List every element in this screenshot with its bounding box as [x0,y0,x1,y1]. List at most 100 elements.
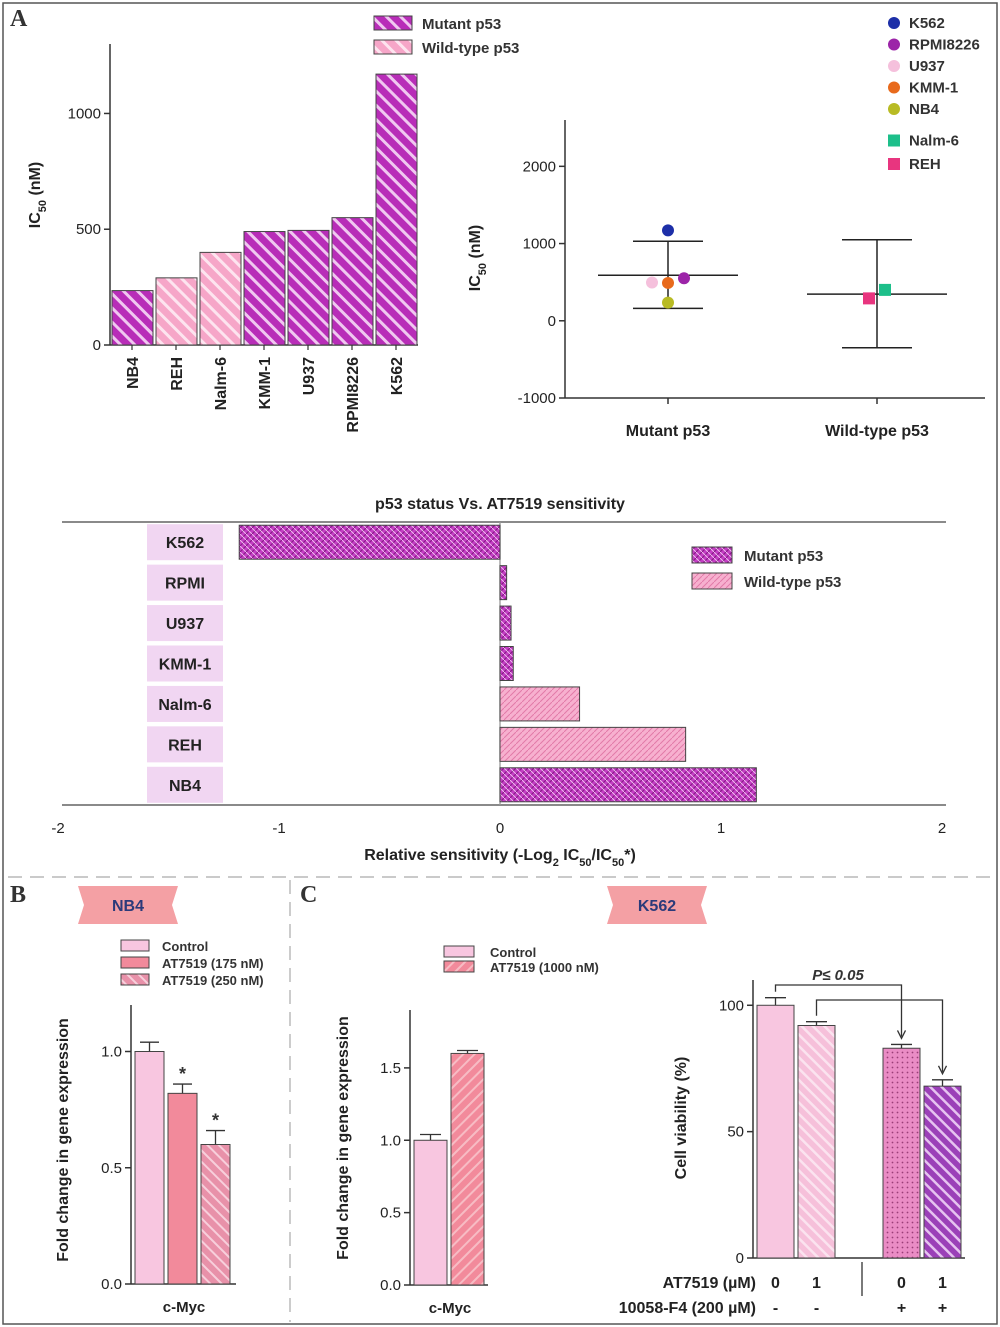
panel-letter-a: A [10,6,28,32]
a2-point [879,283,891,296]
c2-bar [882,1047,921,1259]
b-legend-swatch [120,956,150,969]
b-significance: * [212,1111,219,1131]
c1-legend-swatch [443,960,475,973]
b-bar [200,1144,231,1285]
a2-legend-label: NB4 [909,101,940,118]
a2-y-tick-label: 2000 [523,158,556,175]
a2-legend-label: REH [909,156,941,173]
a1-legend-swatch [373,39,413,55]
a3-bar [499,726,687,762]
b-legend-swatch [120,939,150,952]
panel-letter-b: B [10,882,26,908]
b-y-tick-label: 0.0 [101,1276,122,1293]
c2-y-tick-label: 100 [719,997,744,1014]
a3-category-box [147,766,223,803]
a1-bar [199,251,242,346]
a3-category-box [147,726,223,763]
a3-category-label: NB4 [169,778,201,795]
a2-legend-label: U937 [909,58,945,75]
c2-row2-value: + [897,1300,906,1317]
a3-category-label: RPMI [165,576,205,593]
a2-point [662,296,674,309]
a2-legend-marker [888,38,900,51]
a3-bar [499,686,581,722]
c1-bar [450,1052,485,1286]
a2-point [662,224,674,237]
a1-y-tick-label: 1000 [68,105,101,122]
a3-category-box [147,645,223,682]
c2-row1-value: 0 [897,1275,906,1292]
a3-legend-swatch [691,546,733,564]
b-badge-label: NB4 [112,898,144,915]
c1-bar [413,1139,448,1286]
a3-category-label: Nalm-6 [158,697,211,714]
a1-y-tick-label: 500 [76,221,101,238]
a2-y-tick-label: -1000 [518,390,556,407]
c2-y-axis-label: Cell viability (%) [673,1057,690,1180]
a2-legend-marker [888,134,900,147]
c2-row1-value: 0 [771,1275,780,1292]
a1-bar [243,231,286,346]
a2-legend-marker [888,81,900,94]
c2-bracket-2 [815,999,944,1072]
a2-legend-marker [888,17,900,29]
a3-legend-label: Wild-type p53 [744,574,841,591]
a1-legend-label: Wild-type p53 [422,40,519,57]
a3-x-tick-label: 0 [496,820,504,837]
a2-point [863,292,875,305]
c2-row2-value: - [814,1300,819,1317]
a2-x-tick-label: Mutant p53 [626,423,711,440]
chart-c1-bar: K562 0.0 0.5 1.0 1.5 Fold change in gene expr… [335,886,707,1317]
b-bar [134,1051,165,1285]
a1-y-tick-label: 0 [93,337,101,354]
b-legend-label: AT7519 (175 nM) [162,956,264,971]
a1-bar [111,290,154,346]
a3-category-label: REH [168,737,202,754]
c1-x-tick-label: c-Myc [429,1300,472,1317]
a1-x-tick-label: RPMI8226 [345,357,362,433]
c1-legend-swatch [443,945,475,958]
c-badge-label: K562 [638,898,676,915]
a1-bar [331,217,374,346]
a3-bar [499,646,514,681]
a3-category-box [147,564,223,601]
c2-annotation: P≤ 0.05 [812,967,864,984]
a3-bar [499,767,757,803]
c1-y-tick-label: 1.0 [380,1132,401,1149]
a1-bar [155,277,198,346]
a2-legend-marker [888,60,900,72]
chart-b-bar: NB4 0.0 0.5 1.0 Fold change in gene expressi… [55,886,264,1316]
a2-y-axis-label: IC50 (nM) [467,225,489,291]
a2-point [662,276,674,289]
c2-arrow-2 [937,1065,948,1076]
a2-legend-label: RPMI8226 [909,37,980,54]
b-badge-shape [78,886,178,924]
c2-row2-label: 10058-F4 (200 µM) [619,1300,756,1317]
panel-letter-c: C [300,882,317,908]
a3-category-box [147,524,223,561]
c2-row1-label: AT7519 (µM) [663,1275,756,1292]
a1-bar [287,229,330,346]
c2-row2-value: - [773,1300,778,1317]
b-x-tick-label: c-Myc [163,1299,206,1316]
chart-a2-scatter: -1000 0 1000 2000 IC50 (nM) Mutant p53 Wild-ty… [467,15,985,440]
c-badge-shape [607,886,707,924]
a1-bar [375,73,418,346]
c2-bar [923,1085,962,1259]
c2-row1-value: 1 [938,1275,947,1292]
c1-y-tick-label: 1.5 [380,1060,401,1077]
a2-y-tick-label: 0 [548,313,556,330]
c1-legend-label: AT7519 (1000 nM) [490,960,599,975]
a1-y-axis-label: IC50 (nM) [27,162,49,228]
a3-category-label: K562 [166,535,204,552]
a2-legend-label: KMM-1 [909,80,958,97]
c2-y-tick-label: 0 [736,1250,744,1267]
a3-legend-label: Mutant p53 [744,548,823,565]
a1-x-tick-label: Nalm-6 [213,357,230,410]
b-legend-label: AT7519 (250 nM) [162,973,264,988]
a3-legend-swatch [691,572,733,590]
a2-point [678,272,690,285]
b-y-tick-label: 1.0 [101,1044,122,1061]
